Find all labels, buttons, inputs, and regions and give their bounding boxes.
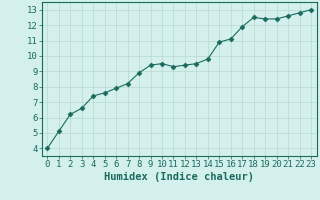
X-axis label: Humidex (Indice chaleur): Humidex (Indice chaleur): [104, 172, 254, 182]
